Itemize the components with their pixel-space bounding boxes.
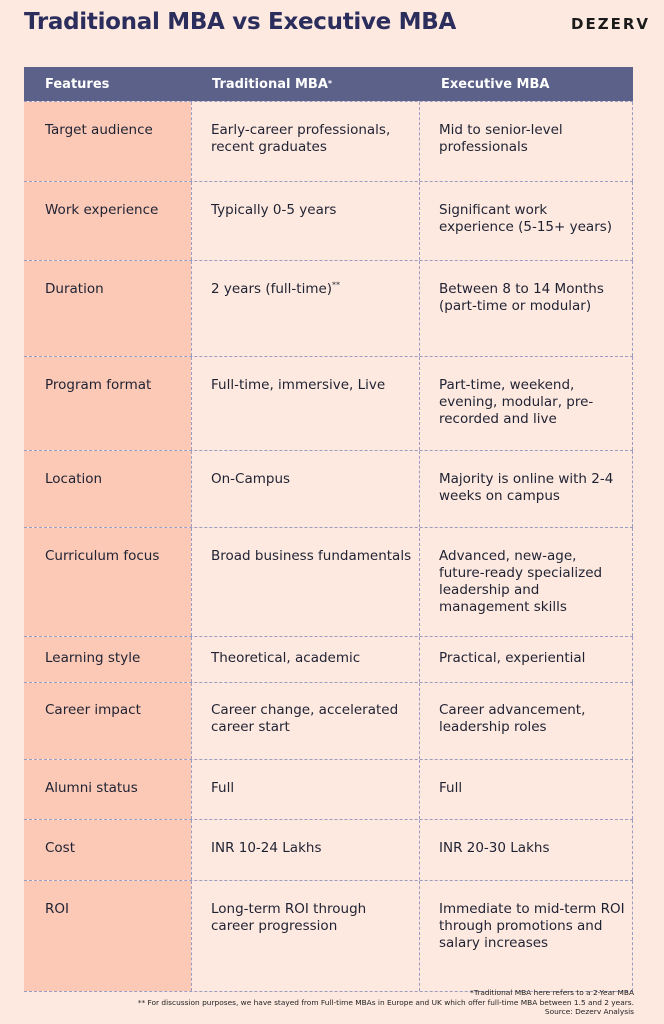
traditional-cell: INR 10-24 Lakhs bbox=[191, 820, 420, 880]
table-row: ROI Long-term ROI through career progres… bbox=[24, 880, 633, 991]
traditional-cell: Theoretical, academic bbox=[191, 637, 420, 682]
traditional-cell: On-Campus bbox=[191, 451, 420, 527]
feature-cell: Career impact bbox=[24, 683, 191, 759]
executive-cell: Part-time, weekend, evening, modular, pr… bbox=[420, 357, 633, 450]
traditional-cell: Full bbox=[191, 760, 420, 819]
executive-cell: Advanced, new-age, future-ready speciali… bbox=[420, 528, 633, 636]
traditional-cell: Typically 0-5 years bbox=[191, 182, 420, 260]
table-row: Learning style Theoretical, academic Pra… bbox=[24, 636, 633, 682]
footnote-marker: ** bbox=[332, 280, 341, 290]
feature-cell: Cost bbox=[24, 820, 191, 880]
feature-cell: ROI bbox=[24, 881, 191, 991]
feature-cell: Curriculum focus bbox=[24, 528, 191, 636]
column-header-executive: Executive MBA bbox=[441, 76, 550, 92]
table-header: Features Traditional MBA * Executive MBA bbox=[24, 67, 633, 101]
page-title: Traditional MBA vs Executive MBA bbox=[24, 9, 457, 35]
column-header-features: Features bbox=[45, 76, 110, 92]
executive-cell: Career advancement, leadership roles bbox=[420, 683, 633, 759]
table-row: Curriculum focus Broad business fundamen… bbox=[24, 527, 633, 636]
traditional-cell: 2 years (full-time)** bbox=[191, 261, 420, 356]
footnote-discussion: ** For discussion purposes, we have stay… bbox=[137, 997, 634, 1007]
table-row: Duration 2 years (full-time)** Between 8… bbox=[24, 260, 633, 356]
table-row: Cost INR 10-24 Lakhs INR 20-30 Lakhs bbox=[24, 819, 633, 880]
executive-cell: Full bbox=[420, 760, 633, 819]
footnotes: *Traditional MBA here refers to a 2-Year… bbox=[138, 988, 634, 1017]
executive-cell: Majority is online with 2-4 weeks on cam… bbox=[420, 451, 633, 527]
feature-cell: Alumni status bbox=[24, 760, 191, 819]
executive-cell: Mid to senior-level professionals bbox=[420, 102, 633, 181]
traditional-cell: Long-term ROI through career progression bbox=[191, 881, 420, 991]
executive-cell: INR 20-30 Lakhs bbox=[420, 820, 633, 880]
footnote-traditional-mba: *Traditional MBA here refers to a 2-Year… bbox=[470, 988, 634, 997]
feature-cell: Duration bbox=[24, 261, 191, 356]
executive-cell: Significant work experience (5-15+ years… bbox=[420, 182, 633, 260]
traditional-cell: Early-career professionals, recent gradu… bbox=[191, 102, 420, 181]
executive-cell: Practical, experiential bbox=[420, 637, 633, 682]
table-row: Career impact Career change, accelerated… bbox=[24, 682, 633, 759]
feature-cell: Target audience bbox=[24, 102, 191, 181]
feature-cell: Work experience bbox=[24, 182, 191, 260]
feature-cell: Location bbox=[24, 451, 191, 527]
table-row: Program format Full-time, immersive, Liv… bbox=[24, 356, 633, 450]
traditional-cell: Career change, accelerated career start bbox=[191, 683, 420, 759]
table-row: Work experience Typically 0-5 years Sign… bbox=[24, 181, 633, 260]
executive-cell: Immediate to mid-term ROI through promot… bbox=[420, 881, 633, 991]
comparison-table: Features Traditional MBA * Executive MBA … bbox=[24, 67, 633, 992]
traditional-cell: Broad business fundamentals bbox=[191, 528, 420, 636]
table-row: Target audience Early-career professiona… bbox=[24, 101, 633, 181]
traditional-cell: Full-time, immersive, Live bbox=[191, 357, 420, 450]
feature-cell: Program format bbox=[24, 357, 191, 450]
column-header-traditional: Traditional MBA * bbox=[212, 76, 333, 92]
brand-logo: DEZERV bbox=[571, 15, 650, 33]
footnote-source: Source: Dezerv Analysis bbox=[544, 1007, 634, 1017]
table-row: Location On-Campus Majority is online wi… bbox=[24, 450, 633, 527]
table-row: Alumni status Full Full bbox=[24, 759, 633, 819]
executive-cell: Between 8 to 14 Months (part-time or mod… bbox=[420, 261, 633, 356]
feature-cell: Learning style bbox=[24, 637, 191, 682]
